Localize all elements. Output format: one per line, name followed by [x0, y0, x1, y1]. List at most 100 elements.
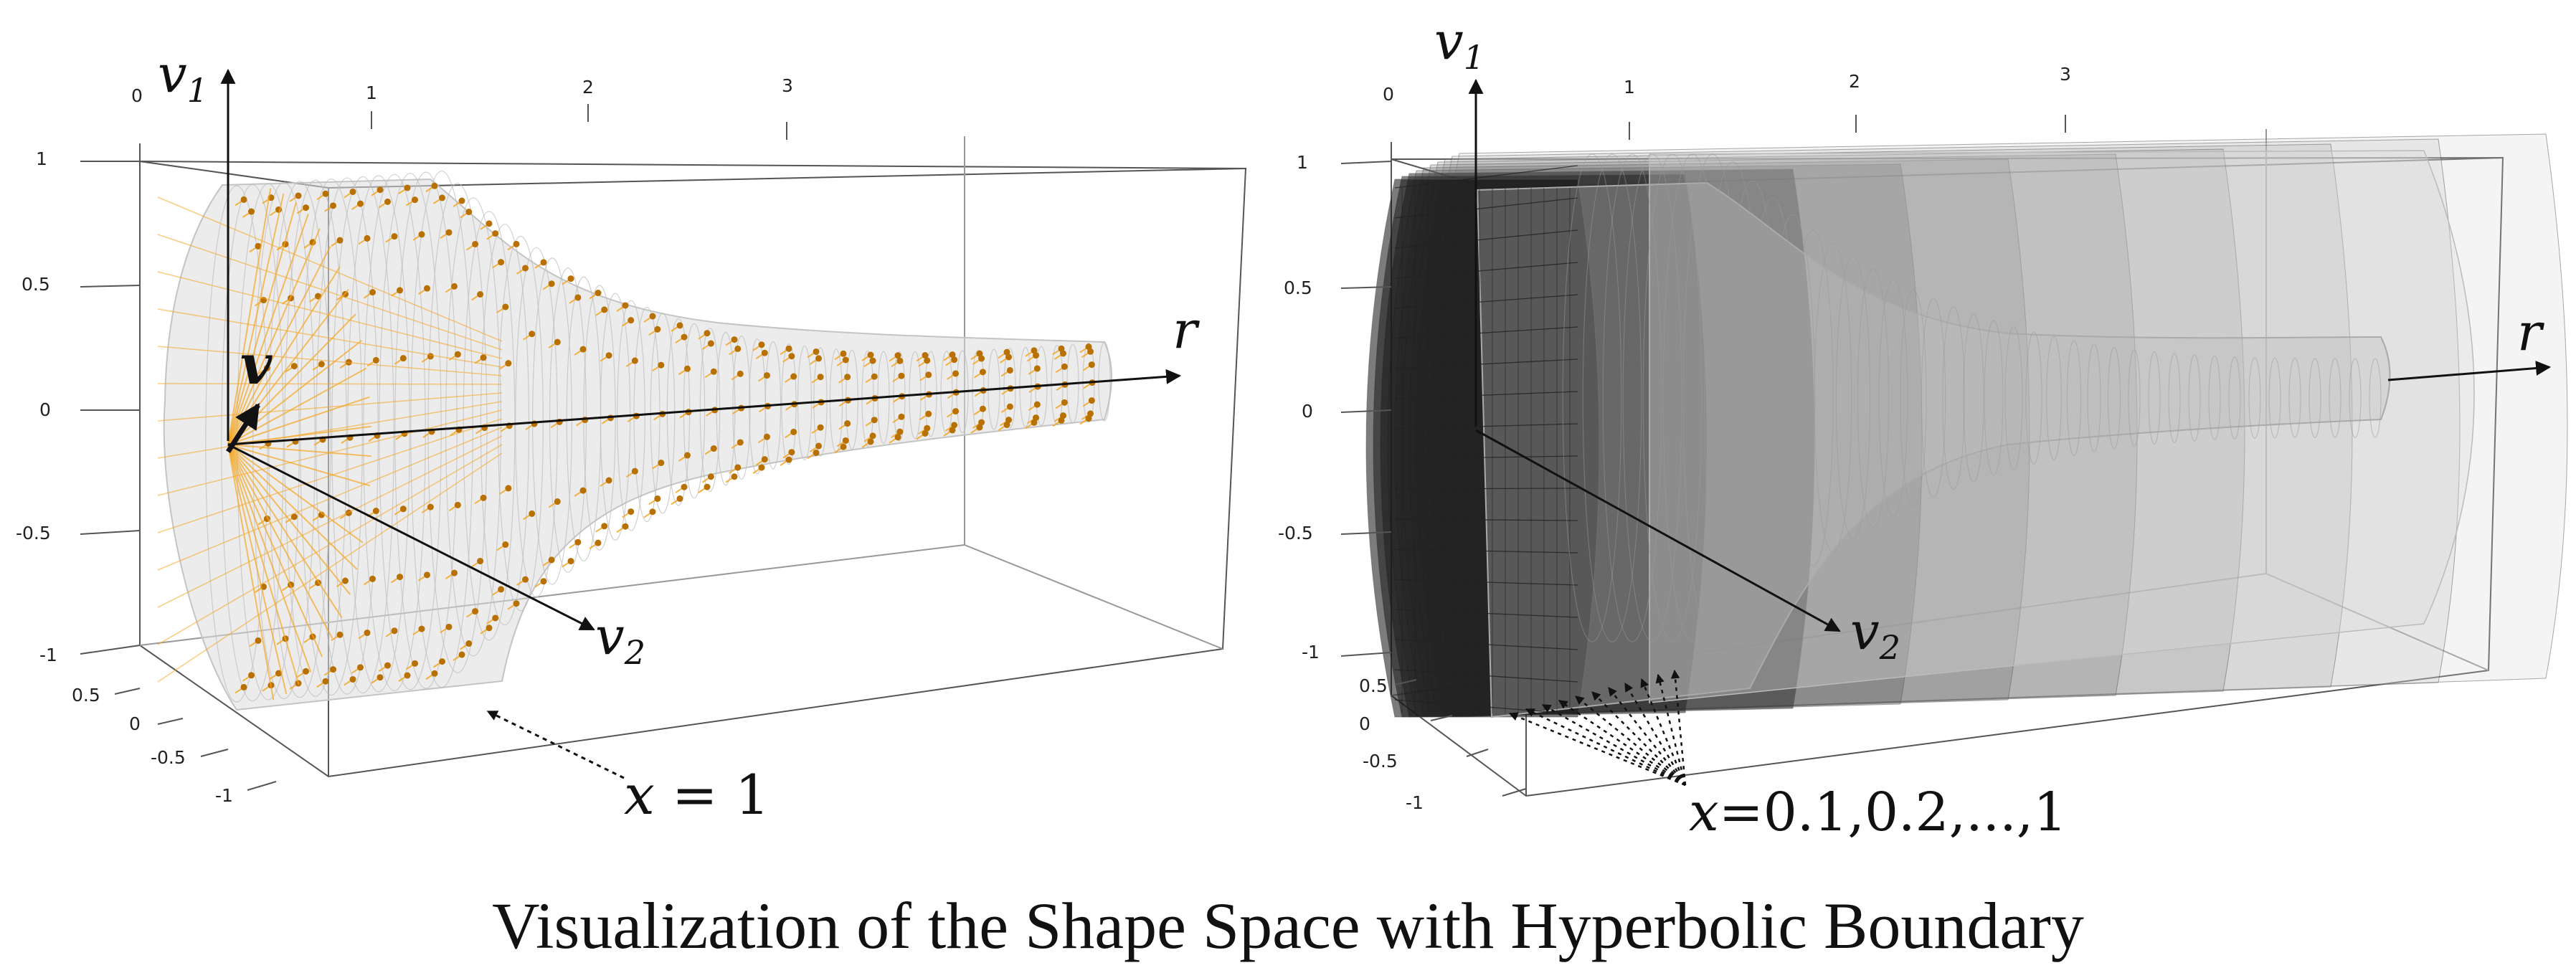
vector-tip	[1033, 352, 1040, 359]
vector-tip	[628, 508, 635, 516]
vector-tip	[1003, 421, 1010, 428]
vector-tip	[683, 452, 691, 459]
vector-tip	[951, 422, 958, 429]
mesh-ring	[1602, 153, 1662, 642]
vector-tip	[445, 623, 453, 630]
mesh-ring	[252, 181, 316, 699]
right-side-tick-1: 1	[1297, 152, 1308, 173]
vector-tip	[731, 336, 738, 343]
fan-line	[227, 444, 300, 685]
vector-tip	[579, 487, 587, 494]
vector-tip	[399, 355, 407, 362]
vector-tip	[322, 678, 329, 685]
right-top-tick-3: 3	[2060, 64, 2071, 85]
vector-tip	[372, 356, 379, 364]
fan-line	[227, 193, 285, 445]
left-v-vector	[226, 403, 260, 453]
vector-tip	[869, 357, 876, 364]
vector-tip	[840, 443, 847, 450]
vector-tip	[676, 495, 683, 502]
vector-tip	[418, 625, 425, 632]
right-v2-label: v2	[1850, 601, 1900, 667]
vector-tip	[567, 275, 574, 283]
fan-line	[227, 425, 371, 445]
vector-tip	[404, 184, 411, 191]
vector-tip	[601, 523, 608, 530]
vector-tip	[240, 683, 247, 690]
vector-tip	[275, 670, 283, 677]
vector-tip	[255, 637, 262, 644]
mesh-ring	[480, 224, 530, 626]
vector-tip	[734, 345, 742, 352]
mesh-ring	[2066, 340, 2082, 456]
mesh-ring	[1984, 320, 2004, 476]
vector-tip	[815, 355, 823, 362]
vector-tip	[240, 196, 247, 203]
vector-tip	[978, 419, 985, 426]
mesh-ring	[1622, 153, 1682, 642]
mesh-ring	[2004, 326, 2023, 470]
vector-tip	[451, 569, 458, 576]
vector-tip	[427, 503, 434, 511]
vector-tip	[898, 372, 905, 379]
vector-tip	[601, 306, 608, 313]
mesh-ring	[1814, 243, 1852, 553]
vector-tip	[384, 662, 392, 669]
cross-line	[157, 435, 503, 608]
vector-tip	[492, 230, 499, 237]
vector-tip	[922, 430, 929, 437]
fan-line	[227, 444, 364, 543]
fan-line	[227, 188, 272, 445]
grid-line	[1394, 488, 1578, 490]
vector-tip	[785, 345, 792, 352]
left-top-tick-2: 2	[582, 77, 594, 98]
vector-tip	[513, 240, 520, 247]
vector-tip	[477, 291, 484, 298]
vector-tip	[431, 182, 438, 189]
vector-tip	[472, 608, 479, 615]
mesh-ring	[300, 179, 363, 696]
vector-tip	[364, 630, 371, 637]
vector-tip	[540, 578, 547, 585]
right-top-tick-2: 2	[1849, 71, 1860, 92]
right-depth-tick--0.5: -0.5	[1363, 751, 1398, 772]
mesh-ring	[221, 184, 284, 702]
mesh-ring	[2309, 358, 2321, 438]
mesh-ring	[1703, 161, 1762, 635]
vector-tip	[418, 231, 425, 238]
vector-tip	[369, 575, 377, 582]
grid-line	[1394, 359, 1578, 369]
vector-tip	[330, 202, 337, 209]
vector-tip	[654, 495, 661, 502]
vector-tip	[595, 290, 602, 297]
vector-tip	[480, 494, 487, 501]
mesh-ring	[2168, 353, 2181, 443]
vector-tip	[377, 186, 384, 194]
vector-tip	[813, 348, 820, 355]
right-annotation-arrows	[1508, 669, 1687, 787]
left-r-axis	[227, 369, 1182, 446]
mesh-ring	[1835, 256, 1871, 540]
vector-tip	[761, 456, 768, 463]
vector-tip	[676, 322, 683, 329]
vector-tip	[377, 674, 384, 681]
vector-tip	[758, 464, 765, 471]
vector-tip	[529, 510, 536, 517]
annotation-arrow	[1670, 669, 1687, 786]
left-side-tick--0.5: -0.5	[16, 523, 51, 543]
vector-tip	[384, 198, 392, 205]
vector-tip	[844, 374, 851, 381]
vector-tip	[952, 370, 960, 377]
vector-tip	[817, 374, 824, 381]
caption: Visualization of the Shape Space with Hy…	[492, 889, 2084, 962]
cross-line	[157, 196, 503, 342]
vector-tip	[424, 571, 431, 579]
vector-tip	[554, 338, 561, 346]
vector-tip	[844, 420, 851, 427]
vector-tip	[505, 485, 512, 492]
vector-tip	[595, 539, 602, 546]
grid-line	[1394, 518, 1578, 521]
vector-tip	[391, 233, 398, 240]
mesh-ring	[2288, 358, 2301, 438]
